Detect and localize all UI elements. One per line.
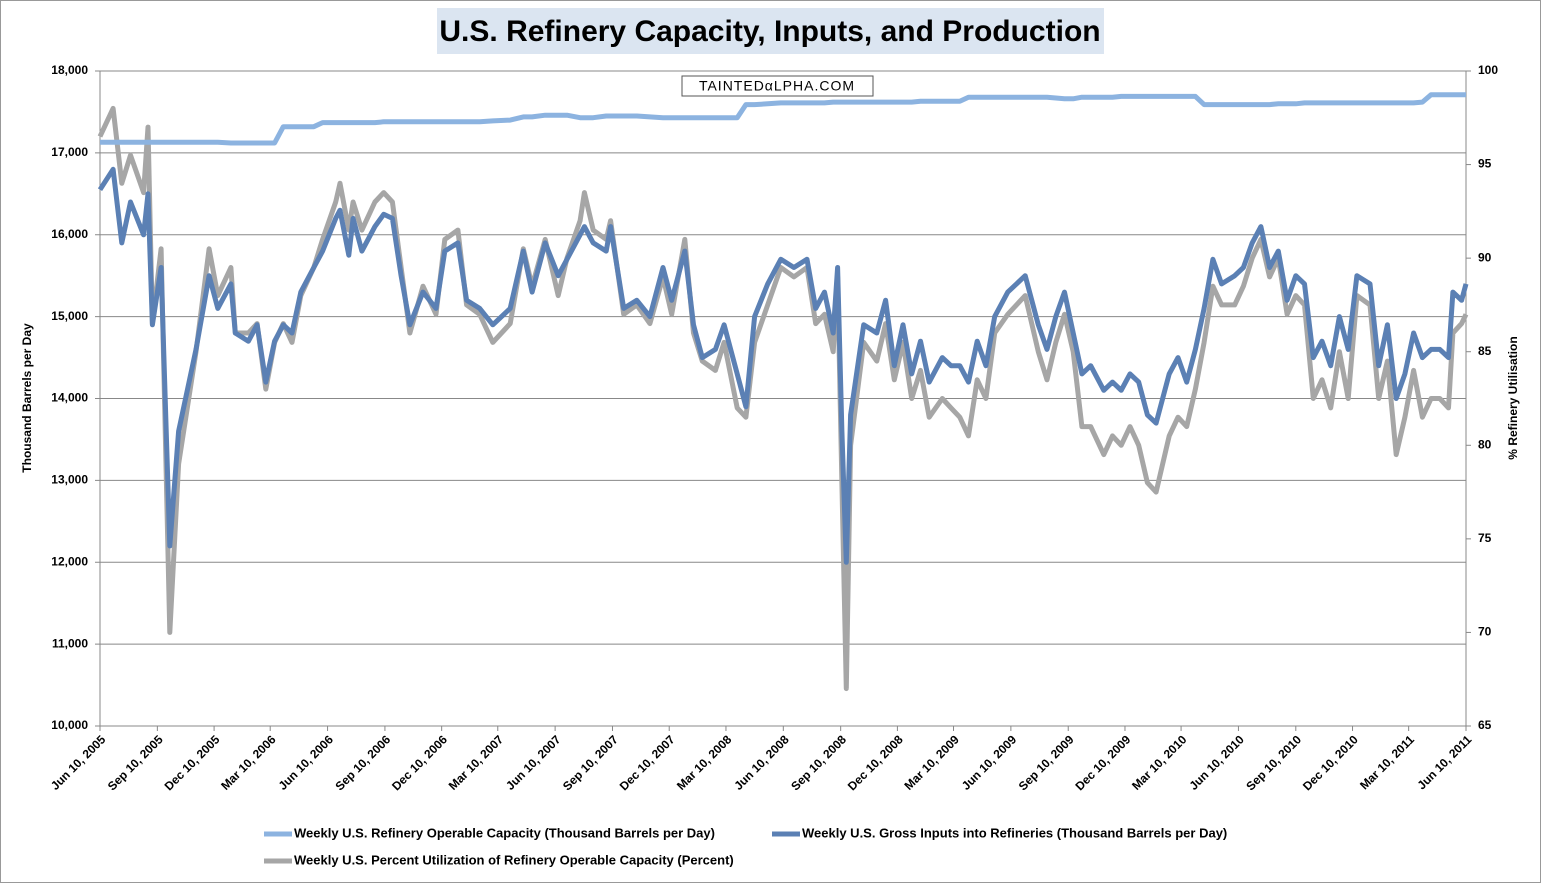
- watermark-box: [681, 75, 874, 97]
- y2-tick-label: 70: [1478, 625, 1492, 639]
- y2-tick-label: 75: [1478, 531, 1492, 545]
- title-box: [437, 8, 1104, 54]
- y2-tick-label: 80: [1478, 437, 1492, 451]
- series-line: [100, 92, 1466, 146]
- y-axis-title: Thousand Barrels per Day: [20, 323, 34, 473]
- y-tick-label: 16,000: [51, 227, 88, 241]
- legend-label: Weekly U.S. Refinery Operable Capacity (…: [294, 825, 715, 840]
- y-tick-label: 10,000: [51, 718, 88, 732]
- y-tick-label: 11,000: [52, 636, 88, 650]
- y2-tick-label: 90: [1478, 250, 1492, 264]
- y-tick-label: 14,000: [51, 391, 88, 405]
- chart-title: U.S. Refinery Capacity, Inputs, and Prod…: [439, 15, 1100, 48]
- y2-tick-label: 65: [1478, 718, 1492, 732]
- y-tick-label: 13,000: [51, 473, 88, 487]
- y-tick-label: 12,000: [51, 554, 88, 568]
- y-tick-label: 18,000: [51, 63, 88, 77]
- y2-tick-label: 100: [1478, 63, 1498, 77]
- series-line: [97, 166, 1469, 565]
- y-tick-label: 17,000: [51, 145, 88, 159]
- legend-label: Weekly U.S. Gross Inputs into Refineries…: [802, 825, 1227, 840]
- legend-label: Weekly U.S. Percent Utilization of Refin…: [294, 852, 734, 867]
- y2-tick-label: 95: [1478, 157, 1492, 171]
- watermark: TAINTEDαLPHA.COM: [699, 78, 855, 94]
- y2-tick-label: 85: [1478, 344, 1492, 358]
- y-tick-label: 15,000: [51, 309, 88, 323]
- y2-axis-title: % Refinery Utilisation: [1506, 336, 1520, 459]
